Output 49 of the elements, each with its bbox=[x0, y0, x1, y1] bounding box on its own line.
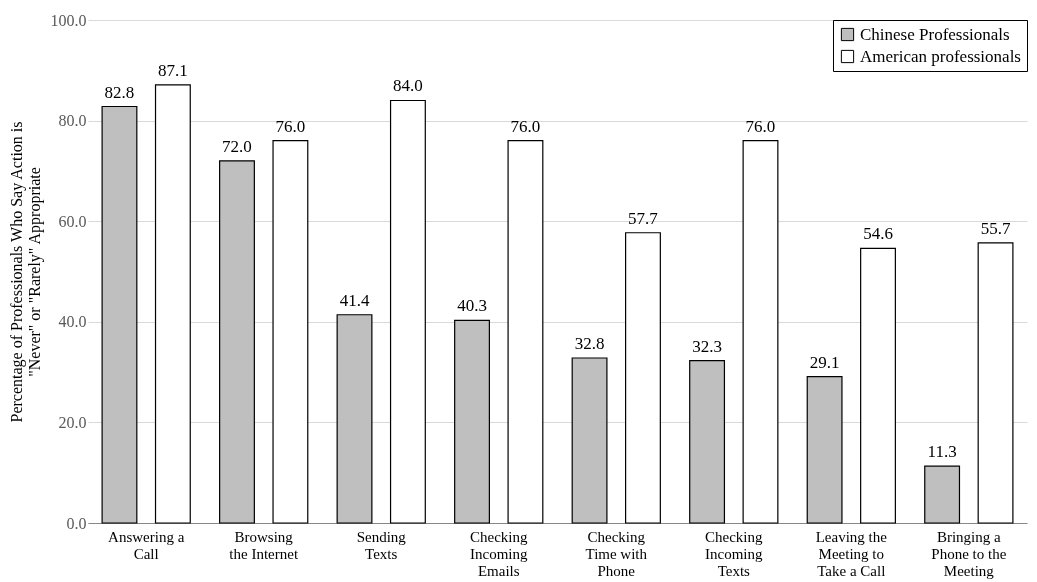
x-tick-label: Leaving the Meeting to Take a Call bbox=[815, 528, 888, 579]
bar bbox=[924, 465, 961, 524]
bar bbox=[742, 140, 779, 524]
bar bbox=[977, 242, 1014, 524]
data-label: 32.3 bbox=[692, 336, 722, 356]
y-tick-label: 20.0 bbox=[58, 413, 87, 431]
data-label: 32.8 bbox=[574, 334, 605, 354]
data-label: 11.3 bbox=[927, 442, 957, 462]
data-label: 54.6 bbox=[863, 224, 893, 244]
bar bbox=[101, 105, 138, 524]
data-label: 57.7 bbox=[628, 208, 659, 228]
y-tick-label: 40.0 bbox=[58, 313, 87, 331]
bar bbox=[389, 99, 426, 524]
x-tick-label: Bringing a Phone to the Meeting bbox=[931, 528, 1007, 579]
legend-label: American professionals bbox=[860, 46, 1021, 66]
data-label: 72.0 bbox=[222, 136, 252, 156]
data-label: 76.0 bbox=[275, 116, 306, 136]
legend-label: Chinese Professionals bbox=[860, 24, 1010, 44]
x-tick-label: Answering a Call bbox=[108, 528, 185, 562]
y-tick-label: 0.0 bbox=[66, 514, 87, 532]
x-tick-label: Checking Incoming Texts bbox=[705, 528, 764, 579]
data-label: 82.8 bbox=[104, 82, 135, 102]
x-tick-label: Sending Texts bbox=[356, 528, 407, 562]
bar bbox=[154, 84, 191, 524]
data-label: 84.0 bbox=[393, 76, 423, 96]
bar bbox=[806, 376, 843, 524]
data-label: 55.7 bbox=[980, 218, 1011, 238]
y-axis-title: Percentage of Professionals Who Say Action is "Never" or "Rarely" Appropriate bbox=[7, 121, 44, 423]
bar bbox=[625, 232, 661, 524]
x-tick-label: Checking Incoming Emails bbox=[469, 528, 528, 579]
bar bbox=[571, 357, 608, 524]
bar bbox=[860, 247, 896, 524]
bar bbox=[689, 359, 726, 524]
bar bbox=[219, 160, 255, 524]
y-tick-label: 80.0 bbox=[58, 112, 87, 130]
bar bbox=[507, 140, 544, 524]
y-tick-label: 100.0 bbox=[50, 11, 87, 29]
data-label: 87.1 bbox=[158, 60, 188, 80]
x-tick-label: Browsing the Internet bbox=[229, 528, 299, 562]
data-label: 29.1 bbox=[809, 352, 840, 372]
bar bbox=[272, 140, 309, 524]
data-label: 40.3 bbox=[457, 296, 487, 316]
y-tick-label: 60.0 bbox=[58, 212, 87, 230]
bar bbox=[454, 319, 490, 524]
data-label: 76.0 bbox=[510, 116, 541, 136]
x-tick-label: Checking Time with Phone bbox=[585, 528, 648, 579]
bar bbox=[336, 314, 373, 524]
data-label: 41.4 bbox=[339, 290, 370, 310]
data-label: 76.0 bbox=[745, 116, 776, 136]
